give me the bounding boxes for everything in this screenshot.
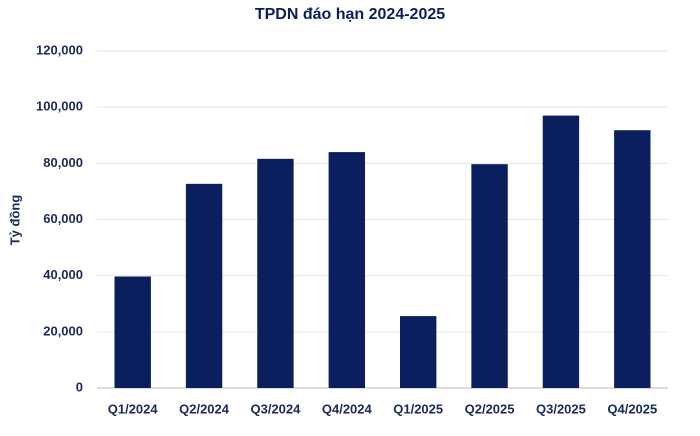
y-tick-label: 20,000 (43, 323, 83, 338)
bar (185, 183, 223, 388)
x-tick-label: Q3/2025 (536, 401, 586, 416)
x-tick-label: Q2/2024 (179, 401, 230, 416)
x-tick-label: Q4/2025 (607, 401, 657, 416)
bar (399, 316, 437, 388)
bar (257, 158, 294, 388)
bar (114, 276, 151, 388)
y-tick-label: 120,000 (36, 42, 83, 57)
x-tick-label: Q1/2025 (393, 401, 443, 416)
bar (471, 164, 508, 388)
x-tick-label: Q2/2025 (465, 401, 515, 416)
chart-title: TPDN đáo hạn 2024-2025 (255, 6, 445, 23)
bar (614, 130, 651, 388)
y-tick-label: 100,000 (36, 99, 83, 114)
x-tick-label: Q1/2024 (108, 401, 159, 416)
bar (542, 115, 580, 388)
y-tick-label: 40,000 (43, 267, 83, 282)
y-tick-label: 0 (76, 379, 83, 394)
bar (328, 152, 366, 388)
y-tick-label: 80,000 (43, 155, 83, 170)
x-tick-label: Q3/2024 (251, 401, 302, 416)
y-tick-label: 60,000 (43, 211, 83, 226)
x-tick-label: Q4/2024 (322, 401, 373, 416)
y-axis-label: Tỷ đồng (7, 195, 22, 246)
